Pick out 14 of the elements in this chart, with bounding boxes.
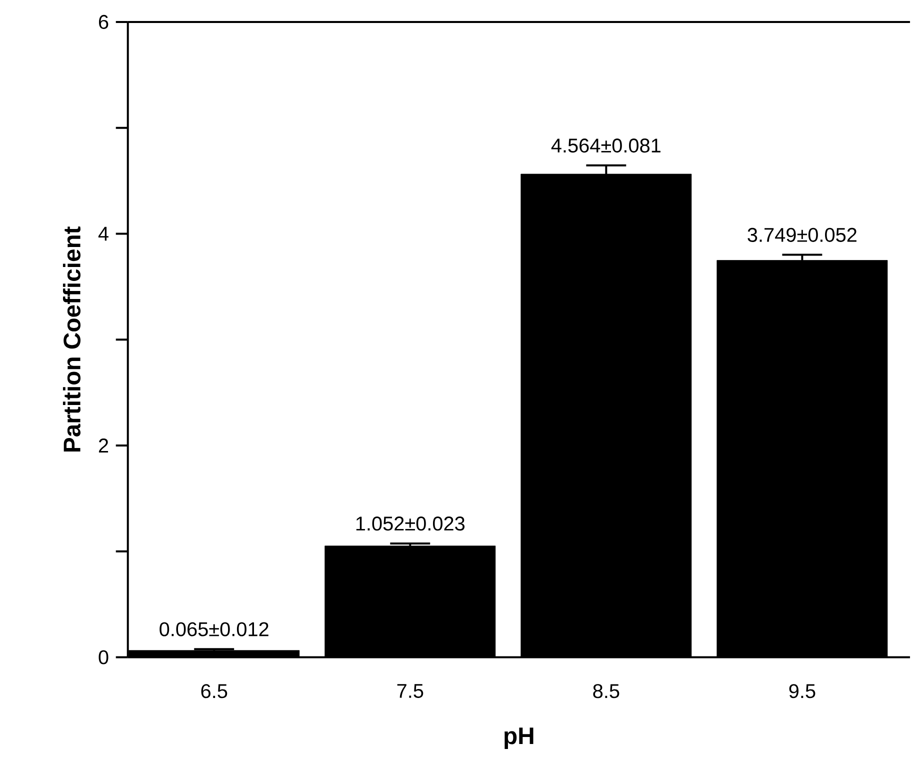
data-label: 4.564±0.081 [551,138,660,153]
x-axis-title: pH [504,728,534,749]
x-tick-label: 6.5 [201,684,228,698]
data-label: 1.052±0.023 [356,516,465,531]
y-axis-title: Partition Coefficient [62,226,81,452]
data-label: 3.749±0.052 [748,228,856,242]
x-tick-label: 9.5 [789,684,816,698]
y-tick-label: 4 [98,226,108,240]
x-tick-label: 8.5 [593,684,620,698]
y-tick-label: 2 [98,438,108,452]
y-tick-label: 0 [98,650,108,664]
y-tick-label: 6 [98,14,108,29]
x-tick-label: 7.5 [397,684,424,698]
data-label: 0.065±0.012 [160,622,268,636]
